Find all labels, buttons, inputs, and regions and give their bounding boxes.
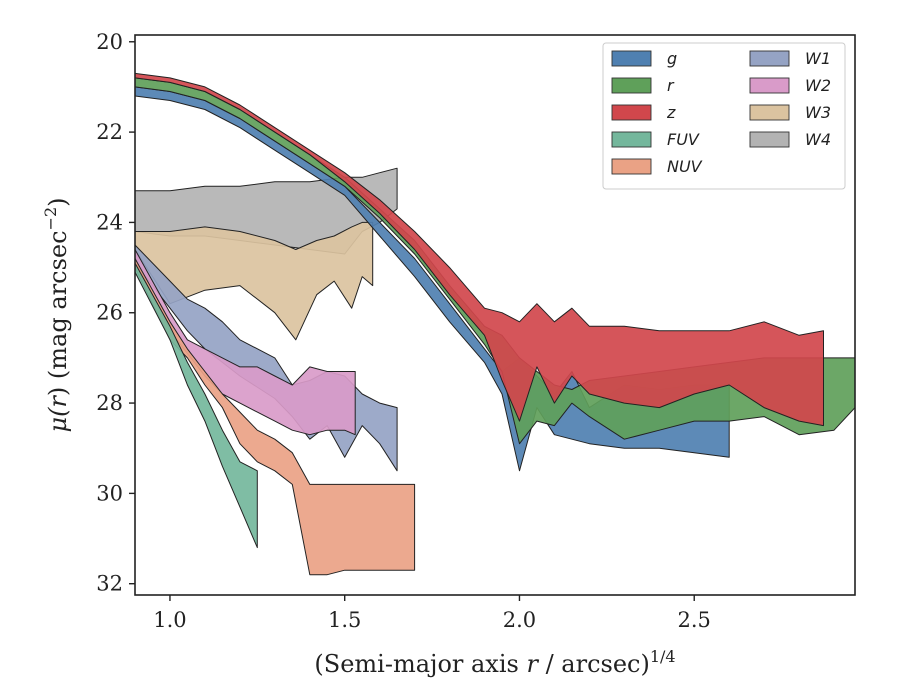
band-g bbox=[135, 86, 730, 472]
y-axis: 20 22 24 26 28 30 32 bbox=[96, 30, 135, 596]
legend: grz FUV NUV W1 W2 W3 W4 bbox=[602, 42, 846, 190]
legend-label-FUV: FUV bbox=[667, 130, 700, 149]
y-tick-label: 28 bbox=[96, 391, 123, 415]
legend-swatch-W3 bbox=[749, 104, 790, 121]
plot-frame bbox=[134, 34, 856, 596]
band-W3 bbox=[135, 221, 374, 341]
legend-label-W4: W4 bbox=[805, 130, 831, 149]
legend-label-W1: W1 bbox=[805, 49, 831, 68]
legend-label-g: g bbox=[667, 49, 677, 68]
x-tick-label: 1.0 bbox=[153, 608, 186, 632]
y-tick-label: 22 bbox=[96, 120, 123, 144]
y-axis-label: μ(r) (mag arcsec−2) bbox=[41, 197, 72, 432]
x-tick-label: 2.0 bbox=[503, 608, 536, 632]
x-tick-label: 2.5 bbox=[678, 608, 711, 632]
profile-bands bbox=[135, 72, 855, 576]
band-z bbox=[135, 72, 824, 427]
legend-label-NUV: NUV bbox=[667, 157, 703, 176]
legend-swatch-W2 bbox=[749, 77, 790, 94]
band-NUV bbox=[135, 258, 416, 576]
legend-label-W2: W2 bbox=[805, 76, 831, 95]
x-tick-label: 1.5 bbox=[328, 608, 361, 632]
legend-swatch-W1 bbox=[749, 50, 790, 67]
legend-label-W3: W3 bbox=[805, 103, 831, 122]
legend-label-z: z bbox=[666, 103, 676, 122]
legend-swatch-NUV bbox=[611, 158, 652, 175]
legend-swatch-z bbox=[611, 104, 652, 121]
band-FUV bbox=[135, 262, 258, 549]
y-tick-label: 24 bbox=[96, 210, 123, 234]
legend-label-r: r bbox=[667, 76, 675, 95]
x-axis-label: (Semi-major axis r / arcsec)1/4 bbox=[314, 647, 675, 678]
legend-swatch-FUV bbox=[611, 131, 652, 148]
y-tick-label: 30 bbox=[96, 481, 123, 505]
x-axis: 1.0 1.5 2.0 2.5 bbox=[153, 595, 711, 632]
legend-swatch-r bbox=[611, 77, 652, 94]
legend-swatch-g bbox=[611, 50, 652, 67]
legend-swatch-W4 bbox=[749, 131, 790, 148]
y-tick-label: 32 bbox=[96, 572, 123, 596]
y-tick-label: 20 bbox=[96, 30, 123, 54]
y-tick-label: 26 bbox=[96, 301, 123, 325]
